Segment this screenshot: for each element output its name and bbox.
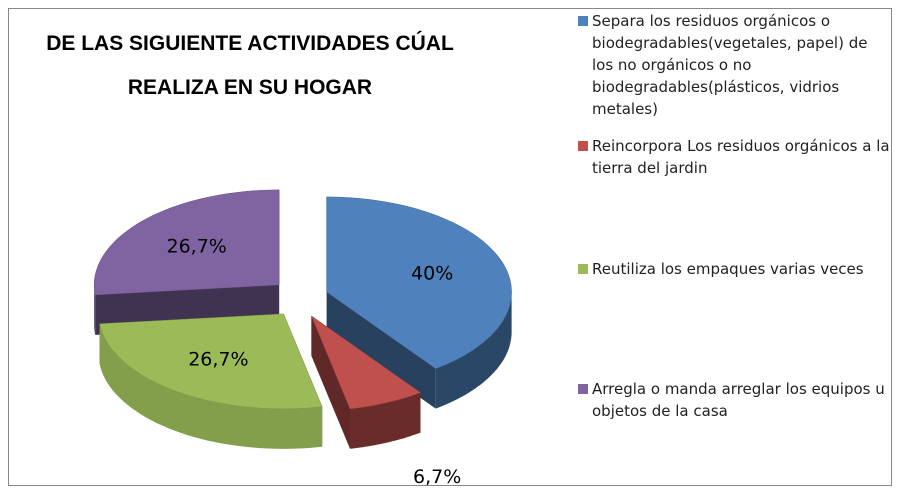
data-label: 40% <box>411 263 453 285</box>
slice <box>93 189 280 296</box>
slice <box>310 315 422 410</box>
legend-item: Arregla o manda arreglar los equipos u o… <box>578 378 892 422</box>
slice <box>99 313 323 410</box>
legend-item: Reutiliza los empaques varias veces <box>578 258 892 280</box>
data-label: 26,7% <box>167 235 227 257</box>
legend-item: Reincorpora Los residuos orgánicos a la … <box>578 135 892 179</box>
slice-wall <box>350 392 421 449</box>
legend-label: Separa los residuos orgánicos o biodegra… <box>592 12 868 118</box>
chart-title: DE LAS SIGUIENTE ACTIVIDADES CÚAL REALIZ… <box>46 32 454 99</box>
slice-wall <box>94 284 96 335</box>
slice-side <box>326 291 436 409</box>
slice <box>326 196 512 369</box>
legend-label: Reincorpora Los residuos orgánicos a la … <box>592 137 890 177</box>
chart-frame <box>8 8 892 486</box>
legend-swatch <box>578 264 588 274</box>
legend-swatch <box>578 141 588 151</box>
legend-item: Separa los residuos orgánicos o biodegra… <box>578 10 892 120</box>
legend-label: Reutiliza los empaques varias veces <box>592 260 864 278</box>
data-label: 6,7% <box>413 466 461 488</box>
legend-label: Arregla o manda arreglar los equipos u o… <box>592 380 885 420</box>
slice-wall <box>99 323 323 449</box>
legend-swatch <box>578 384 588 394</box>
data-label: 26,7% <box>188 348 248 370</box>
legend-swatch <box>578 16 588 26</box>
slice-side <box>311 315 350 449</box>
slice-wall <box>435 291 512 409</box>
